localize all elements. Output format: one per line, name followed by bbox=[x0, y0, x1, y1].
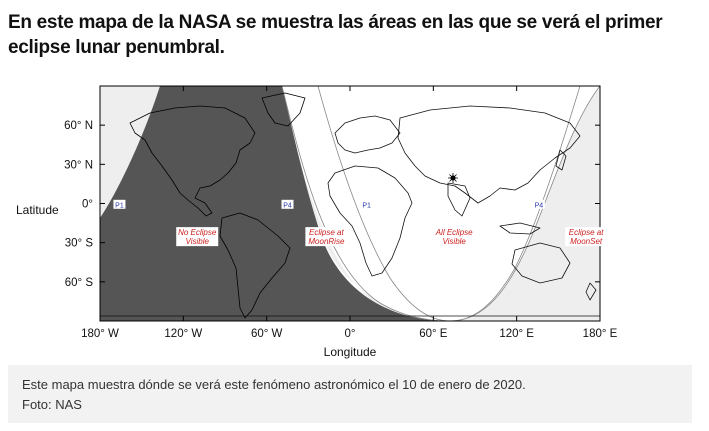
photo-credit: Foto: NAS bbox=[22, 397, 82, 412]
caption-box: Este mapa muestra dónde se verá este fen… bbox=[8, 365, 692, 423]
axis-ticks bbox=[99, 86, 601, 321]
europe-outline bbox=[334, 115, 401, 154]
x-tick-label: 60° E bbox=[419, 328, 448, 340]
x-axis-title: Longitude bbox=[324, 345, 377, 359]
asia-outline bbox=[397, 105, 581, 204]
contact-label-bg bbox=[360, 199, 373, 209]
y-axis-title: Latitude bbox=[16, 203, 59, 217]
headline-line-2: eclipse lunar penumbral. bbox=[8, 37, 225, 58]
contact-label: P1 bbox=[113, 199, 126, 209]
y-tick-labels: 60° N 30° N 0° 30° S 60° S bbox=[64, 120, 93, 289]
moonset-zone-west bbox=[100, 86, 160, 218]
y-tick-label: 30° S bbox=[65, 238, 94, 250]
moonrise-boundary-curve bbox=[317, 86, 451, 321]
y-tick-label: 60° N bbox=[64, 120, 93, 132]
p4-boundary-curve bbox=[281, 86, 451, 321]
zone-label-line-1: No Eclipse bbox=[178, 228, 217, 237]
y-tick-label: 60° S bbox=[65, 277, 94, 289]
greenland-outline bbox=[261, 92, 306, 127]
zone-label-bg bbox=[305, 227, 348, 247]
moonset-zone bbox=[450, 86, 600, 321]
japan-outline bbox=[555, 149, 567, 171]
no-eclipse-zone bbox=[100, 86, 450, 321]
north-america-outline bbox=[129, 105, 256, 217]
zone-label-line-2: MoonSet bbox=[570, 237, 603, 246]
contact-label-bg bbox=[532, 199, 545, 209]
contact-label: P4 bbox=[532, 199, 545, 209]
headline-line-1: En este mapa de la NASA se muestra las á… bbox=[8, 12, 663, 33]
map-svg: 180° W 120° W 60° W 0° 60° E 120° E 180° E 60°… bbox=[16, 85, 618, 359]
sub-lunar-point-icon bbox=[448, 173, 458, 183]
zone-label-line-1: Eclipse at bbox=[309, 228, 344, 237]
indonesia-outline bbox=[499, 222, 541, 235]
contact-label: P4 bbox=[281, 199, 294, 209]
contact-label-text: P4 bbox=[535, 202, 544, 209]
south-america-outline bbox=[219, 212, 291, 319]
x-tick-label: 0° bbox=[345, 328, 356, 340]
zone-label-line-2: Visible bbox=[186, 237, 210, 246]
zone-label-bg bbox=[176, 227, 219, 247]
zone-label-line-1: Eclipse at bbox=[569, 228, 604, 237]
x-tick-label: 180° W bbox=[81, 328, 119, 340]
india-outline bbox=[447, 182, 471, 217]
zone-label-bg bbox=[433, 227, 476, 247]
headline: En este mapa de la NASA se muestra las á… bbox=[8, 10, 698, 60]
zone-label-line-1: All Eclipse bbox=[435, 228, 473, 237]
contact-label-bg bbox=[113, 199, 126, 209]
africa-outline bbox=[327, 165, 413, 277]
new-zealand-outline bbox=[585, 282, 597, 301]
contact-label-text: P1 bbox=[362, 202, 371, 209]
zone-label-bg bbox=[565, 227, 608, 247]
x-tick-labels: 180° W 120° W 60° W 0° 60° E 120° E 180° E bbox=[81, 328, 618, 340]
contact-labels: P1 P4 P1 P4 bbox=[113, 199, 545, 209]
contact-label-text: P1 bbox=[115, 202, 124, 209]
zone-label-line-2: MoonRise bbox=[308, 237, 345, 246]
x-tick-label: 60° W bbox=[251, 328, 283, 340]
contact-label: P1 bbox=[360, 199, 373, 209]
contact-label-text: P4 bbox=[283, 202, 292, 209]
moonset-boundary-curve bbox=[449, 86, 581, 321]
x-tick-label: 120° W bbox=[164, 328, 202, 340]
y-tick-label: 30° N bbox=[64, 159, 93, 171]
eclipse-visibility-map: 180° W 120° W 60° W 0° 60° E 120° E 180° E 60°… bbox=[0, 78, 709, 363]
y-tick-label: 0° bbox=[82, 199, 93, 211]
p1-boundary-curve bbox=[449, 86, 600, 321]
x-tick-label: 120° E bbox=[499, 328, 534, 340]
caption-text: Este mapa muestra dónde se verá este fen… bbox=[22, 377, 526, 392]
contact-label-bg bbox=[281, 199, 294, 209]
x-tick-label: 180° E bbox=[583, 328, 618, 340]
zone-label-line-2: Visible bbox=[442, 237, 466, 246]
australia-outline bbox=[511, 242, 571, 284]
